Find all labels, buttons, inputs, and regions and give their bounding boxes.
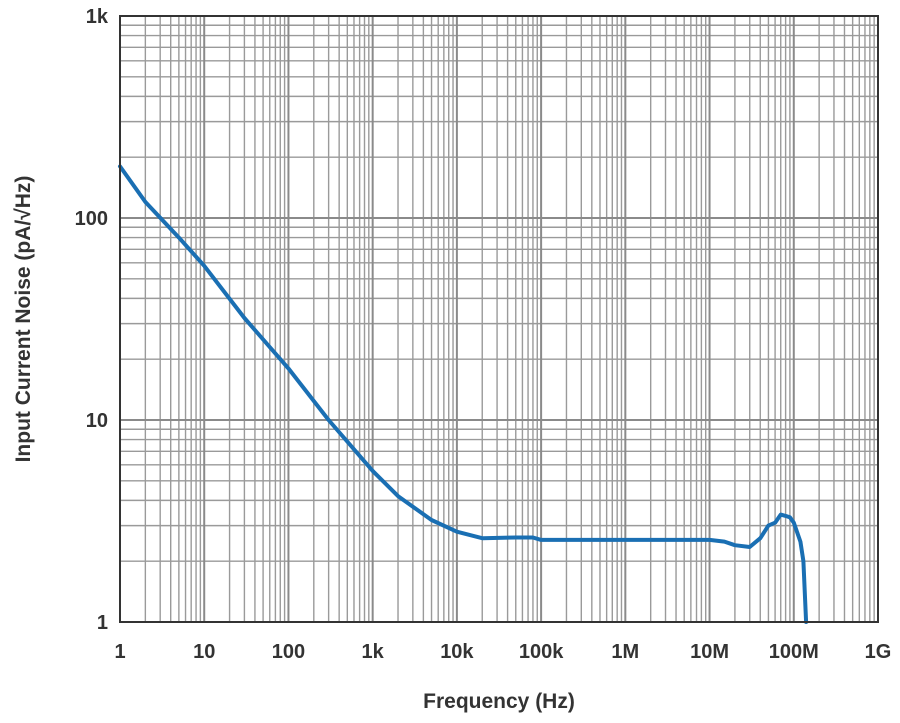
x-tick-label: 1G <box>865 641 892 663</box>
x-tick-label: 100k <box>519 641 564 663</box>
y-tick-label: 10 <box>86 410 108 432</box>
y-tick-label: 1 <box>97 612 108 634</box>
x-tick-labels: 1 10 100 1k 10k 100k 1M 10M 100M 1G <box>114 641 891 663</box>
x-axis-label: Frequency (Hz) <box>423 690 575 713</box>
x-tick-label: 1k <box>362 641 385 663</box>
x-tick-label: 10k <box>440 641 474 663</box>
x-tick-label: 100 <box>272 641 305 663</box>
x-tick-label: 1 <box>114 641 125 663</box>
y-tick-labels: 1 10 100 1k <box>75 6 109 634</box>
x-tick-label: 10 <box>193 641 215 663</box>
major-gridlines <box>120 16 878 622</box>
y-axis-label: Input Current Noise (pA/√Hz) <box>12 176 35 463</box>
x-tick-label: 1M <box>611 641 639 663</box>
x-tick-label: 10M <box>690 641 729 663</box>
plot-frame <box>119 15 879 623</box>
y-tick-label: 1k <box>86 6 109 28</box>
y-tick-label: 100 <box>75 208 108 230</box>
noise-curve <box>118 164 809 624</box>
x-tick-label: 100M <box>769 641 819 663</box>
